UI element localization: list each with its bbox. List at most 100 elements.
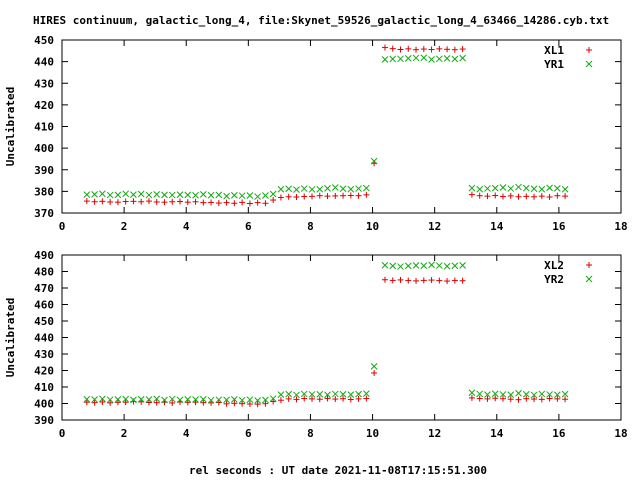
data-point bbox=[562, 396, 569, 403]
data-point bbox=[389, 262, 397, 270]
data-point bbox=[484, 193, 491, 200]
data-point bbox=[507, 396, 514, 403]
data-point bbox=[239, 400, 246, 407]
x-tick-label: 10 bbox=[366, 220, 379, 233]
data-point bbox=[428, 261, 435, 269]
data-point bbox=[130, 396, 137, 404]
data-point bbox=[184, 199, 191, 206]
data-point bbox=[476, 185, 484, 193]
data-point bbox=[507, 192, 514, 199]
data-point bbox=[435, 55, 443, 63]
data-point bbox=[99, 399, 106, 406]
y-tick-label: 390 bbox=[34, 164, 54, 177]
data-point bbox=[362, 390, 370, 397]
data-point bbox=[107, 198, 114, 205]
legend-label: YR1 bbox=[544, 58, 564, 71]
data-point bbox=[530, 391, 538, 399]
data-point bbox=[254, 193, 262, 200]
data-point bbox=[546, 193, 553, 200]
data-point bbox=[436, 277, 443, 284]
data-point bbox=[270, 197, 277, 204]
data-point bbox=[277, 397, 284, 404]
data-point bbox=[484, 185, 491, 192]
data-point bbox=[522, 390, 530, 398]
y-tick-label: 430 bbox=[34, 348, 54, 361]
x-tick-label: 14 bbox=[490, 427, 504, 440]
data-point bbox=[381, 276, 388, 283]
data-point bbox=[444, 278, 451, 285]
data-point bbox=[301, 395, 308, 402]
data-point bbox=[184, 191, 192, 199]
data-point bbox=[199, 191, 207, 198]
data-point bbox=[538, 185, 546, 193]
data-point bbox=[161, 396, 168, 404]
data-point bbox=[130, 191, 137, 198]
data-point bbox=[285, 395, 292, 402]
data-point bbox=[444, 46, 451, 53]
x-axis-label: rel seconds : UT date 2021-11-08T17:15:5… bbox=[189, 464, 487, 477]
data-point bbox=[389, 277, 396, 284]
x-tick-label: 14 bbox=[490, 220, 504, 233]
data-point bbox=[404, 55, 412, 62]
data-point bbox=[99, 395, 106, 403]
x-tick-label: 4 bbox=[183, 427, 190, 440]
y-tick-label: 440 bbox=[34, 56, 54, 69]
data-point bbox=[491, 184, 499, 192]
data-point bbox=[238, 396, 246, 404]
data-point bbox=[300, 390, 308, 398]
data-point bbox=[428, 46, 435, 53]
data-point bbox=[476, 192, 483, 199]
data-point bbox=[316, 390, 324, 398]
data-point bbox=[420, 54, 428, 62]
data-point bbox=[153, 191, 161, 198]
data-point bbox=[262, 396, 269, 404]
data-point bbox=[91, 396, 98, 403]
data-point bbox=[546, 391, 553, 398]
data-point bbox=[137, 395, 145, 403]
data-point bbox=[507, 185, 515, 192]
data-point bbox=[145, 396, 153, 403]
data-point bbox=[106, 191, 114, 199]
data-point bbox=[137, 190, 145, 198]
data-point bbox=[99, 190, 106, 198]
data-point bbox=[404, 262, 412, 270]
data-point bbox=[484, 391, 491, 398]
data-point bbox=[499, 193, 506, 200]
series-XL2 bbox=[83, 276, 569, 408]
data-point bbox=[405, 45, 412, 52]
data-point bbox=[363, 191, 370, 198]
y-tick-label: 410 bbox=[34, 121, 54, 134]
data-point bbox=[83, 395, 91, 403]
data-point bbox=[370, 157, 378, 165]
data-point bbox=[428, 277, 435, 284]
data-point bbox=[515, 183, 522, 191]
y-tick-label: 410 bbox=[34, 381, 54, 394]
data-point bbox=[459, 262, 466, 269]
data-point bbox=[308, 391, 316, 398]
data-point bbox=[262, 200, 269, 207]
data-point bbox=[523, 395, 530, 402]
data-point bbox=[561, 390, 569, 398]
data-point bbox=[223, 400, 230, 407]
data-point bbox=[277, 391, 285, 398]
data-point bbox=[277, 194, 284, 201]
data-point bbox=[340, 395, 347, 402]
data-point bbox=[293, 391, 300, 399]
x-tick-label: 2 bbox=[121, 427, 128, 440]
data-point bbox=[169, 198, 176, 205]
legend-label: XL1 bbox=[544, 44, 564, 57]
data-point bbox=[443, 262, 451, 270]
data-point bbox=[347, 396, 354, 403]
data-point bbox=[207, 191, 215, 199]
data-point bbox=[285, 193, 292, 200]
y-tick-label: 390 bbox=[34, 414, 54, 427]
data-point bbox=[443, 55, 451, 62]
data-point bbox=[324, 395, 331, 402]
data-point bbox=[413, 277, 420, 284]
data-point bbox=[468, 191, 475, 198]
data-point bbox=[161, 191, 168, 199]
series-YR1 bbox=[83, 54, 569, 200]
data-point bbox=[331, 184, 339, 191]
y-axis-label: Uncalibrated bbox=[4, 298, 17, 377]
